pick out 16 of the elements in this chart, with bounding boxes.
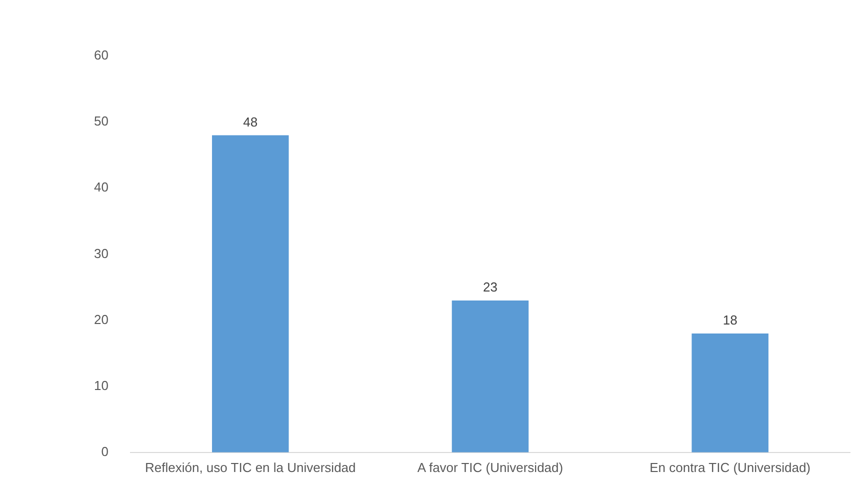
bar [452,300,529,452]
y-tick-label: 10 [94,378,108,393]
y-tick-label: 20 [94,312,108,327]
y-tick-label: 40 [94,180,108,195]
y-tick-label: 60 [94,48,108,63]
y-tick-label: 30 [94,246,108,261]
y-tick-label: 50 [94,114,108,129]
data-label: 18 [722,312,738,328]
data-label: 23 [482,280,498,295]
bar [212,135,289,452]
bar [692,333,768,452]
y-tick-label: 0 [101,444,108,459]
data-label: 48 [243,114,258,130]
x-tick-label: En contra TIC (Universidad) [650,460,811,475]
x-tick-label: A favor TIC (Universidad) [417,460,564,475]
x-tick-label: Reflexión, uso TIC en la Universidad [145,460,356,475]
